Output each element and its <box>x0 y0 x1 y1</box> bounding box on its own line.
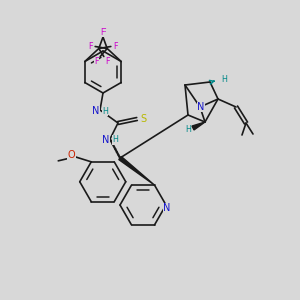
Text: H: H <box>221 76 227 85</box>
Text: F: F <box>101 28 105 37</box>
Text: N: N <box>102 135 110 145</box>
Text: N: N <box>197 102 205 112</box>
Text: F: F <box>106 57 110 66</box>
Text: N: N <box>163 203 171 213</box>
Text: H: H <box>185 125 191 134</box>
Polygon shape <box>119 156 154 185</box>
Text: H: H <box>112 136 118 145</box>
Text: F: F <box>100 28 105 37</box>
Text: N: N <box>92 106 100 116</box>
Text: F: F <box>114 42 118 51</box>
Text: H: H <box>102 106 108 116</box>
Text: F: F <box>94 57 98 66</box>
Polygon shape <box>192 122 205 130</box>
Text: S: S <box>140 114 146 124</box>
Text: O: O <box>68 150 75 160</box>
Text: F: F <box>88 42 92 51</box>
